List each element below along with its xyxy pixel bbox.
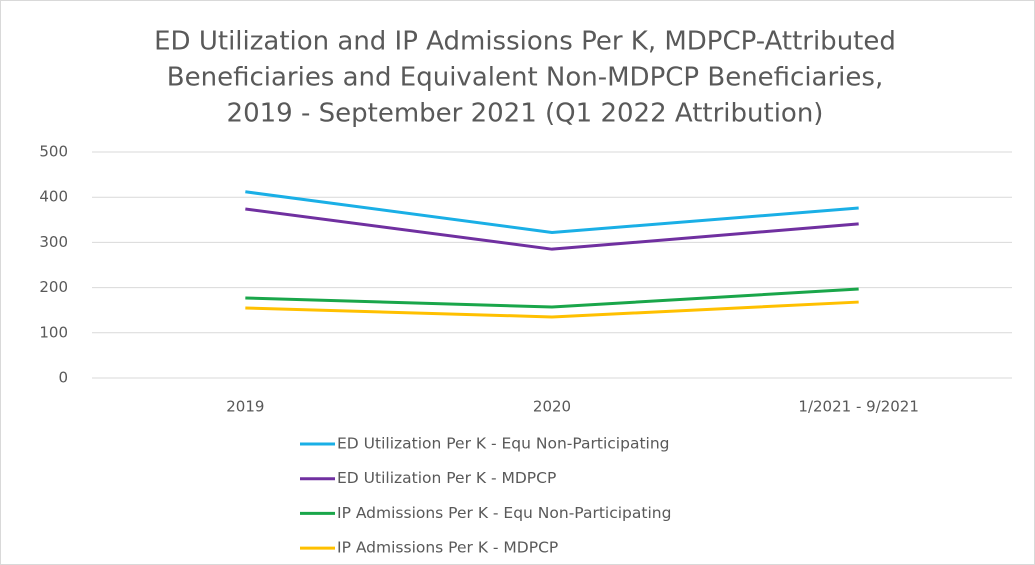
legend-label: ED Utilization Per K - MDPCP <box>337 469 556 487</box>
series-line <box>245 300 859 319</box>
y-tick-label: 500 <box>39 143 68 161</box>
x-tick-label: 2019 <box>226 398 264 416</box>
x-tick-label: 2020 <box>533 398 571 416</box>
x-tick-label: 1/2021 - 9/2021 <box>798 398 919 416</box>
legend-label: IP Admissions Per K - Equ Non-Participat… <box>337 504 671 522</box>
series-line <box>245 287 859 309</box>
legend-label: IP Admissions Per K - MDPCP <box>337 539 558 557</box>
chart-title: ED Utilization and IP Admissions Per K, … <box>154 27 896 57</box>
series-line <box>245 190 859 234</box>
chart-title: Beneficiaries and Equivalent Non-MDPCP B… <box>167 63 883 93</box>
y-tick-label: 300 <box>39 233 68 251</box>
y-tick-label: 200 <box>39 278 68 296</box>
y-tick-label: 400 <box>39 188 68 206</box>
y-tick-label: 0 <box>58 369 68 387</box>
series-line <box>245 207 859 251</box>
y-tick-label: 100 <box>39 323 68 341</box>
chart-title: 2019 - September 2021 (Q1 2022 Attributi… <box>227 99 824 129</box>
legend-label: ED Utilization Per K - Equ Non-Participa… <box>337 435 670 453</box>
